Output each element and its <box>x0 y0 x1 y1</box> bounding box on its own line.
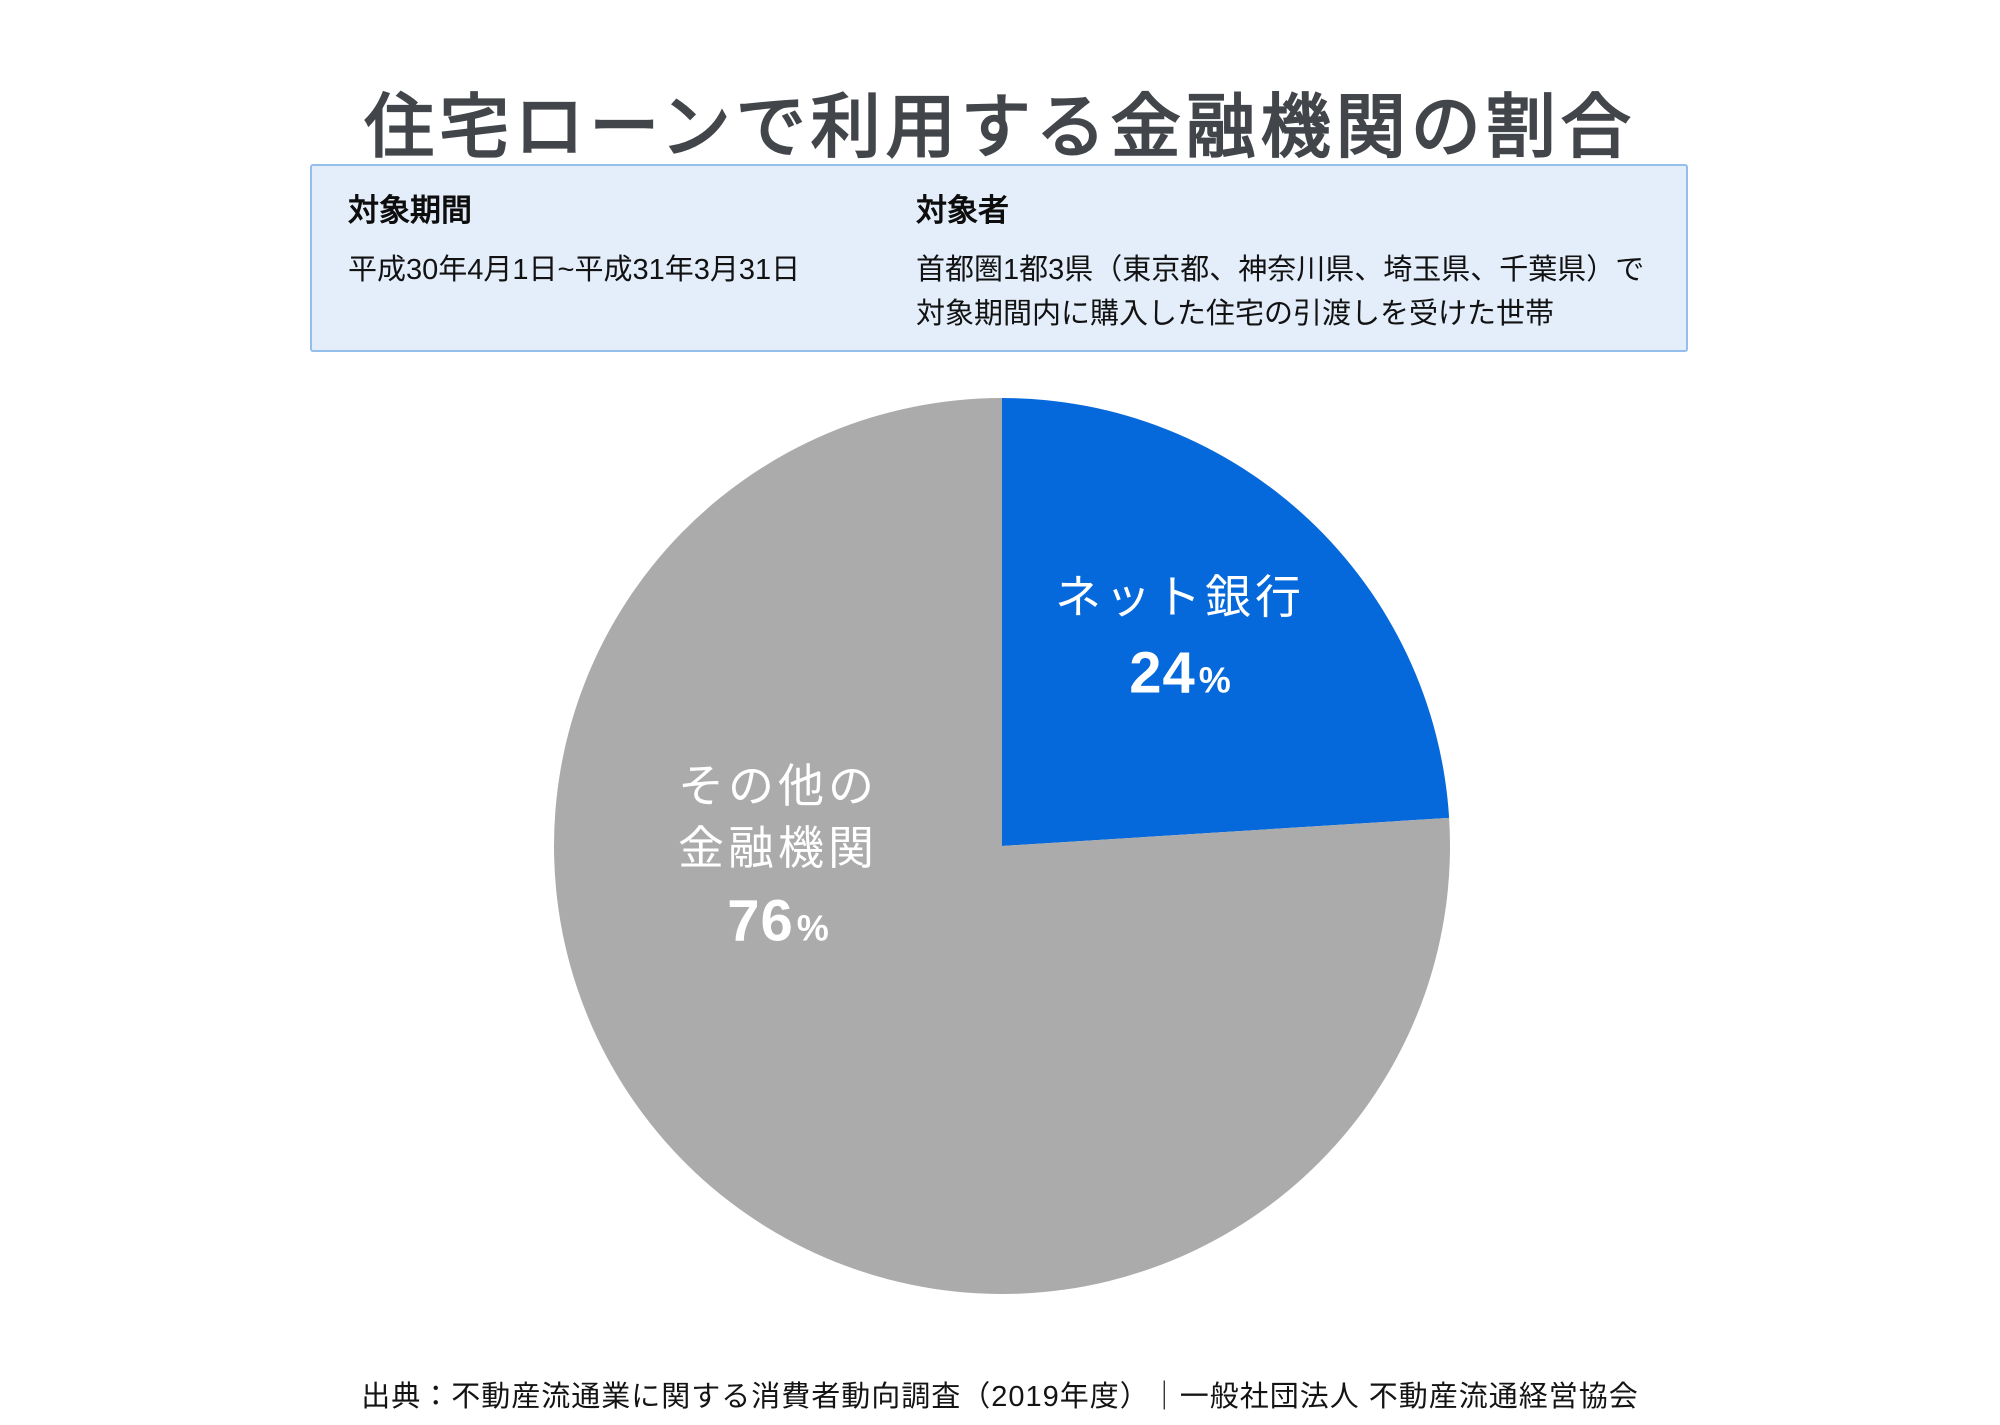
survey-period-value: 平成30年4月1日~平成31年3月31日 <box>348 254 801 286</box>
survey-audience-heading: 対象者 <box>916 193 1009 228</box>
pie-slice-other-institutions <box>554 398 1450 1294</box>
survey-period-column: 対象期間 平成30年4月1日~平成31年3月31日 <box>348 194 916 292</box>
pie-chart <box>554 398 1450 1294</box>
pie-chart-area <box>554 398 1450 1294</box>
page-title: 住宅ローンで利用する金融機関の割合 <box>364 87 1636 166</box>
net-bank-slice-label: ネット銀行 <box>1055 571 1305 623</box>
survey-info-box: 対象期間 平成30年4月1日~平成31年3月31日 対象者 首都圏1都3県（東京… <box>310 164 1688 352</box>
source-citation: 出典：不動産流通業に関する消費者動向調査（2019年度）｜一般社団法人 不動産流… <box>361 1381 1639 1413</box>
other-percent-sign: % <box>796 907 829 949</box>
net-bank-percent-number: 24 <box>1129 640 1196 706</box>
net-bank-percent-sign: % <box>1198 659 1231 701</box>
survey-period-heading: 対象期間 <box>348 193 472 228</box>
other-institutions-slice-label: その他の 金融機関 <box>678 760 878 874</box>
other-institutions-slice-value: 76% <box>727 888 829 955</box>
other-percent-number: 76 <box>727 888 794 954</box>
survey-audience-line1: 首都圏1都3県（東京都、神奈川県、埼玉県、千葉県）で <box>916 254 1645 286</box>
survey-audience-text: 首都圏1都3県（東京都、神奈川県、埼玉県、千葉県）で 対象期間内に購入した住宅の… <box>916 248 1666 336</box>
survey-audience-line2: 対象期間内に購入した住宅の引渡しを受けた世帯 <box>916 298 1555 330</box>
net-bank-slice-value: 24% <box>1129 640 1231 707</box>
pie-slice-net-bank <box>1002 398 1450 846</box>
survey-audience-column: 対象者 首都圏1都3県（東京都、神奈川県、埼玉県、千葉県）で 対象期間内に購入し… <box>916 194 1666 336</box>
